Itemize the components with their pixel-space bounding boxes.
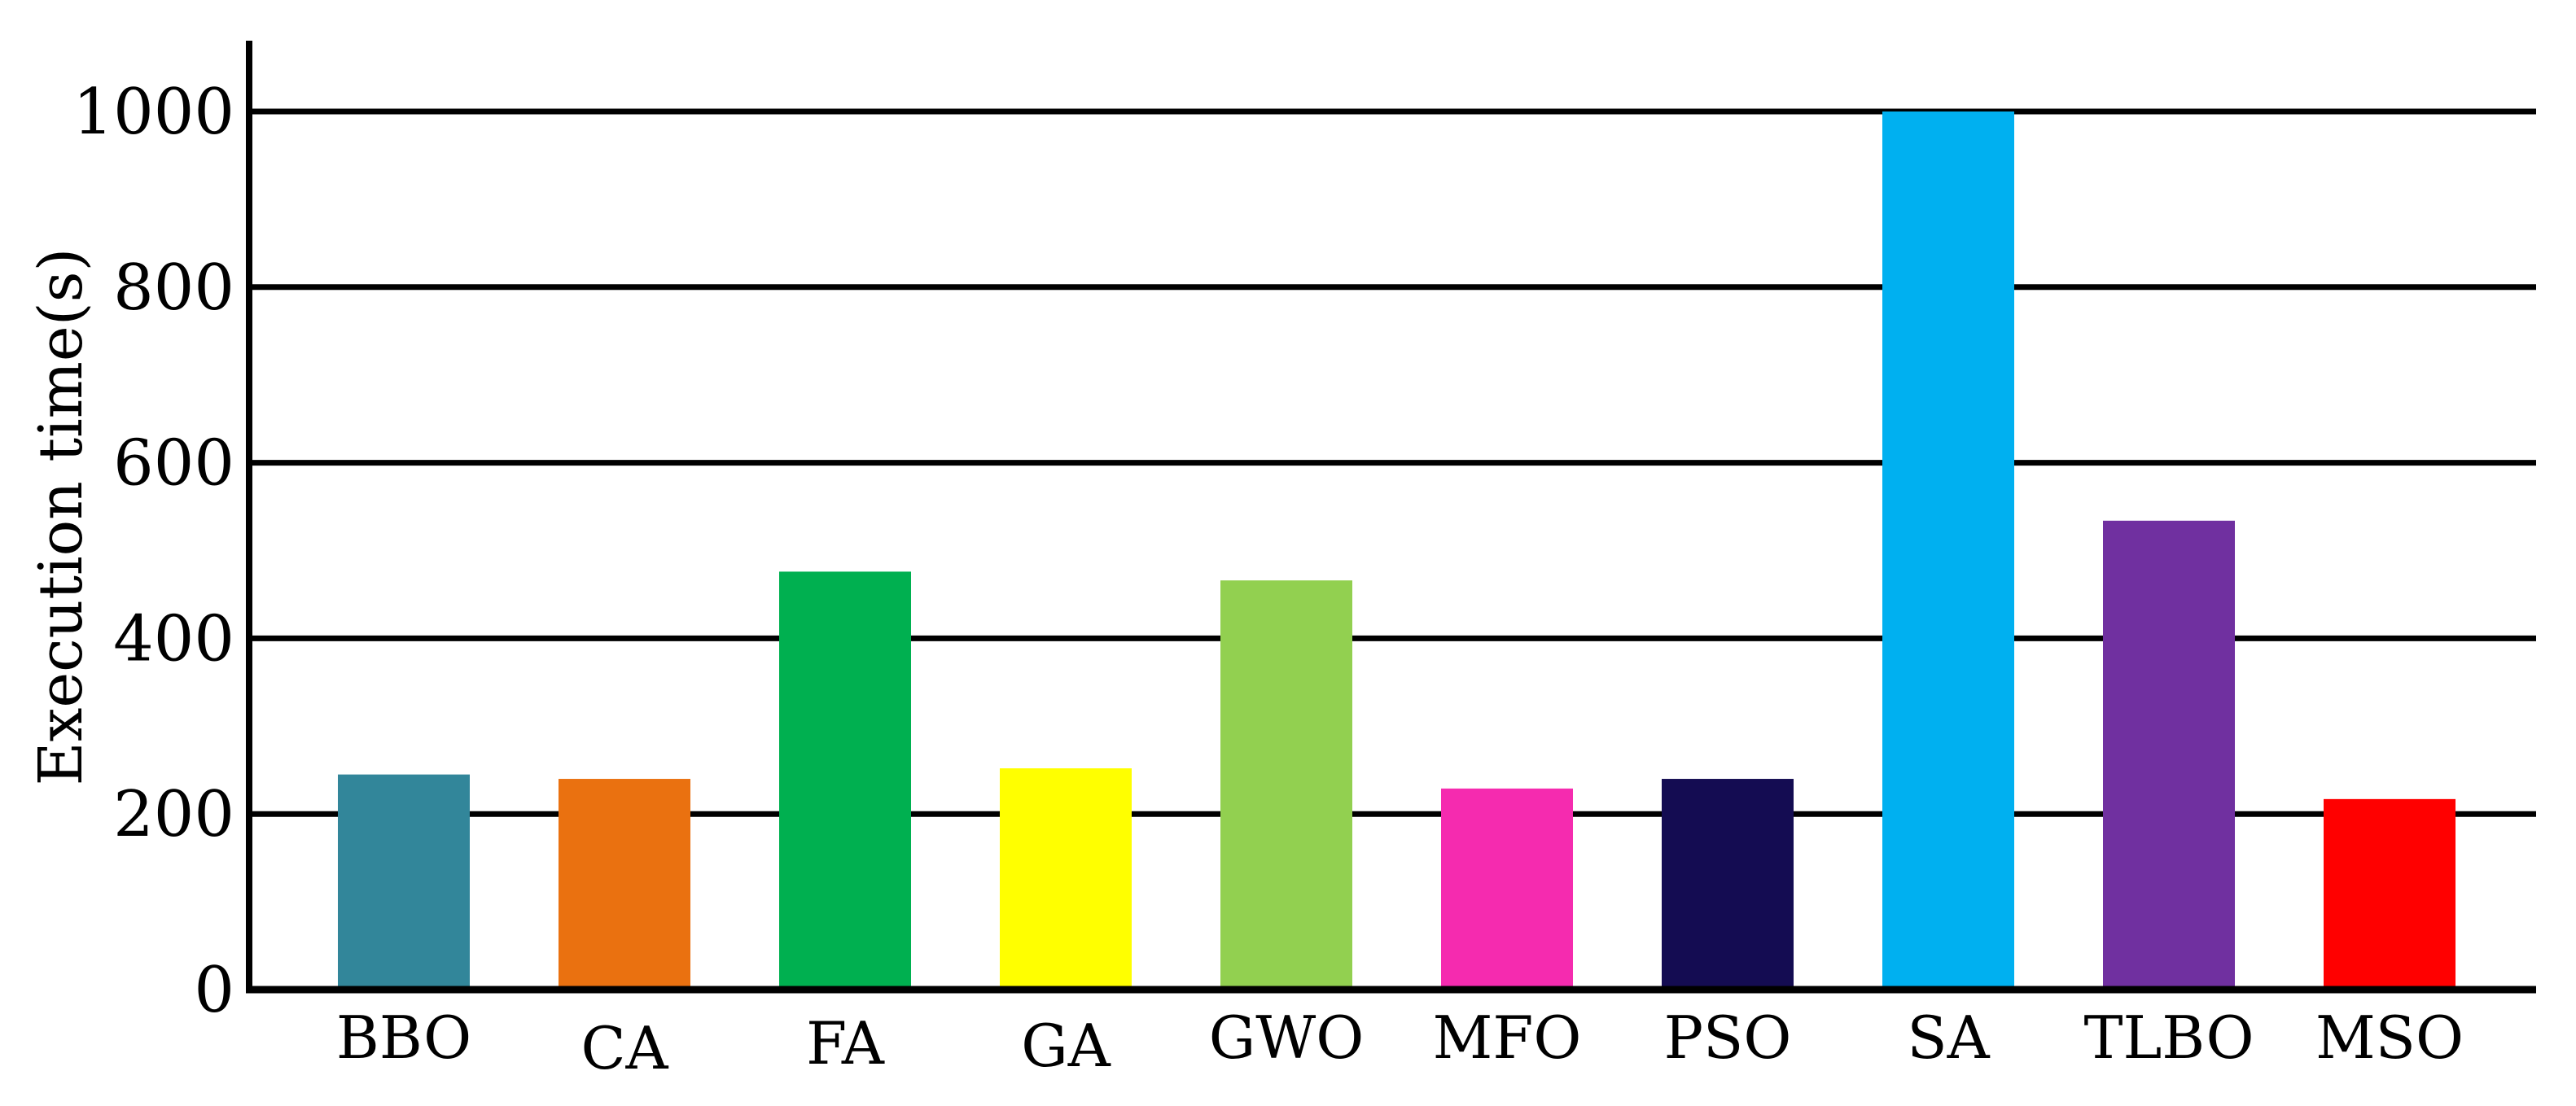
category-label-ca: CA: [580, 1014, 668, 1082]
category-label-pso: PSO: [1664, 1003, 1792, 1072]
category-label-tlbo: TLBO: [2083, 1003, 2254, 1072]
bar-pso: [1662, 779, 1794, 990]
y-tick-labels: 0 200 400 600 800 1000: [72, 76, 234, 1027]
bar-bbo: [338, 774, 470, 990]
bar-mso: [2324, 798, 2456, 990]
bar-gwo: [1220, 580, 1352, 990]
bar-fa: [779, 571, 911, 990]
category-label-bbo: BBO: [336, 1003, 471, 1072]
category-labels: BBO CA FA GA GWO MFO PSO SA TLBO MSO: [336, 1003, 2464, 1082]
y-tick-label: 400: [113, 602, 234, 675]
y-tick-label: 0: [194, 954, 234, 1027]
y-axis-title: Execution time(s): [26, 248, 96, 786]
y-tick-label: 600: [113, 427, 234, 501]
category-label-gwo: GWO: [1209, 1003, 1365, 1072]
bars: [338, 111, 2456, 990]
y-tick-label: 800: [113, 251, 234, 325]
bar-tlbo: [2103, 520, 2235, 990]
category-label-fa: FA: [806, 1009, 885, 1078]
axes: [246, 41, 2536, 994]
category-label-ga: GA: [1021, 1012, 1111, 1080]
bar-ga: [1000, 768, 1132, 990]
y-tick-label: 1000: [72, 76, 234, 149]
bar-ca: [559, 779, 690, 990]
bar-sa: [1882, 111, 2014, 990]
y-tick-label: 200: [113, 778, 234, 851]
category-label-mso: MSO: [2315, 1003, 2464, 1072]
bar-mfo: [1441, 788, 1573, 990]
category-label-mfo: MFO: [1433, 1003, 1582, 1072]
category-label-sa: SA: [1907, 1003, 1990, 1072]
